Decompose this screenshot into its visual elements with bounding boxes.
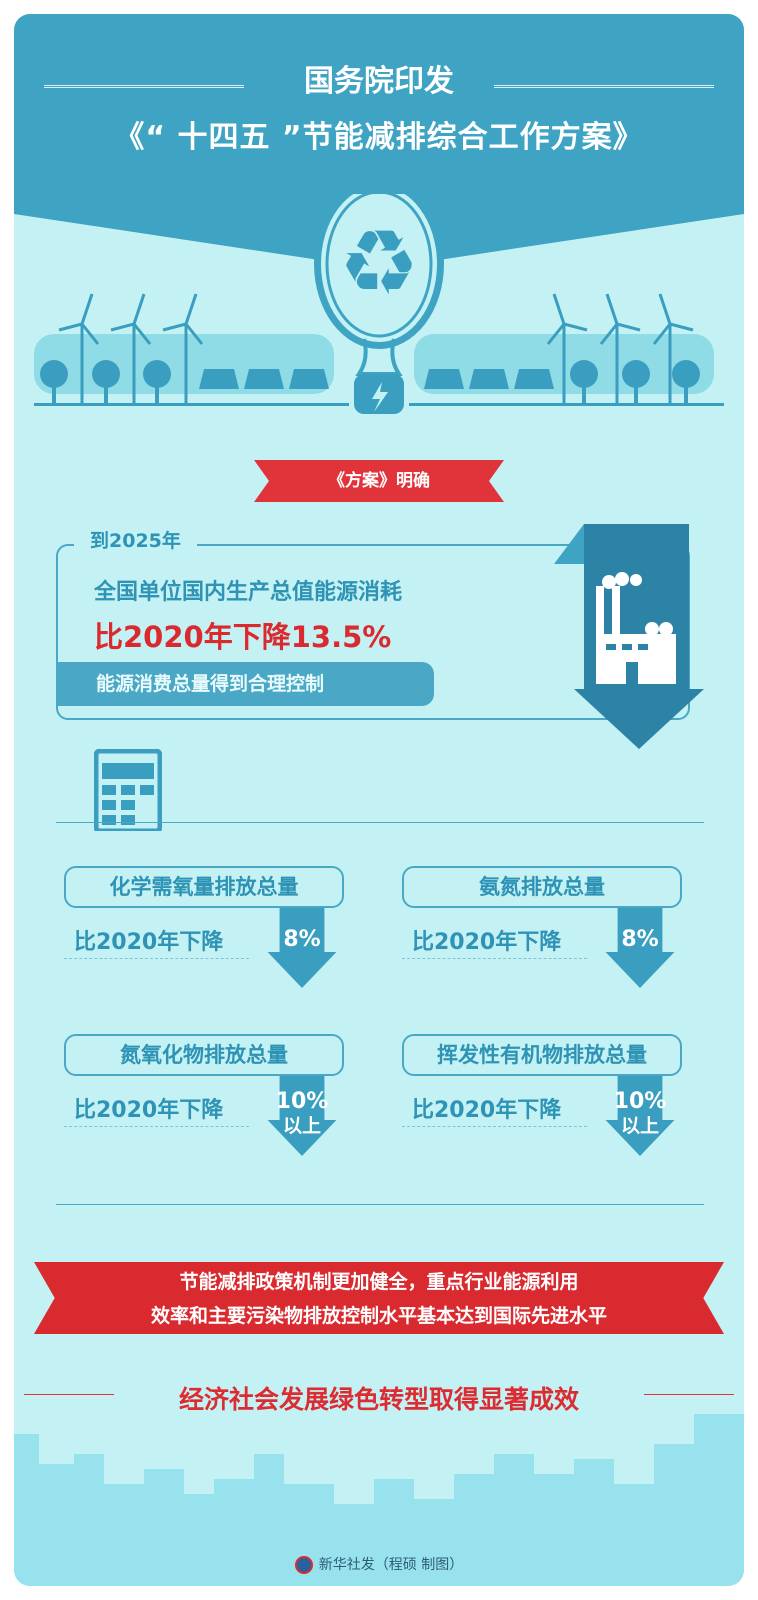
city-skyline	[14, 1414, 744, 1586]
pollutant-value: 8%	[621, 927, 659, 952]
down-arrow-icon	[605, 1076, 675, 1156]
title-line-1: 国务院印发	[304, 64, 454, 99]
pollutant-value: 10%	[275, 1089, 329, 1114]
infographic: 国务院印发 《“ 十四五 ”节能减排综合工作方案》 ♻	[14, 14, 744, 1586]
pollutant-suffix: 以上	[282, 1115, 321, 1137]
dashed-rule	[64, 958, 249, 959]
pollutant-compare: 比2020年下降	[412, 930, 562, 955]
down-arrow-icon	[605, 908, 675, 988]
title-divider-left	[44, 85, 244, 88]
conclusion-ribbon: 节能减排政策机制更加健全，重点行业能源利用 效率和主要污染物排放控制水平基本达到…	[34, 1262, 724, 1334]
pollutant-name: 挥发性有机物排放总量	[402, 1034, 682, 1076]
plan-banner: 《方案》明确	[254, 460, 504, 502]
pollutant-compare: 比2020年下降	[412, 1098, 562, 1123]
xinhua-logo	[294, 1556, 313, 1574]
headline-rule-left	[24, 1394, 114, 1395]
title-divider-right	[494, 85, 714, 88]
title-line-2: 《“ 十四五 ”节能减排综合工作方案》	[114, 120, 644, 155]
conclusion-line-2: 效率和主要污染物排放控制水平基本达到国际先进水平	[150, 1305, 607, 1327]
conclusion-headline: 经济社会发展绿色转型取得显著成效	[178, 1385, 579, 1414]
pollutant-suffix: 以上	[620, 1115, 659, 1137]
down-arrow-icon	[554, 524, 704, 749]
recycle-icon: ♻	[339, 211, 420, 316]
down-arrow-icon	[267, 908, 337, 988]
down-arrow-icon	[267, 1076, 337, 1156]
pollutant-value: 10%	[613, 1089, 667, 1114]
pollutant-card: 氨氮排放总量 比2020年下降 8%	[402, 866, 702, 1026]
pollutant-card: 氮氧化物排放总量 比2020年下降 10% 以上	[64, 1034, 364, 1194]
solar-panel-icon	[199, 369, 554, 389]
pollutant-card: 化学需氧量排放总量 比2020年下降 8%	[64, 866, 364, 1026]
dashed-rule	[402, 1126, 587, 1127]
pollutant-name: 化学需氧量排放总量	[64, 866, 344, 908]
calculator-icon	[94, 749, 162, 831]
target-reduction: 比2020年下降13.5%	[94, 620, 392, 654]
target-subject: 全国单位国内生产总值能源消耗	[94, 580, 403, 605]
green-energy-scene: ♻	[34, 194, 714, 414]
pollutant-card: 挥发性有机物排放总量 比2020年下降 10% 以上	[402, 1034, 702, 1194]
ground-line-right	[409, 403, 724, 406]
pollutant-name: 氨氮排放总量	[402, 866, 682, 908]
pollutant-value: 8%	[283, 927, 321, 952]
ground-line-left	[34, 403, 349, 406]
factory-icon	[596, 572, 676, 684]
credit-text: 新华社发（程硕 制图）	[318, 1557, 464, 1573]
conclusion-line-1: 节能减排政策机制更加健全，重点行业能源利用	[179, 1271, 579, 1293]
dashed-rule	[64, 1126, 249, 1127]
wind-turbine-icon	[58, 293, 694, 404]
target-note: 能源消费总量得到合理控制	[56, 662, 434, 706]
pollutant-name: 氮氧化物排放总量	[64, 1034, 344, 1076]
divider	[56, 1204, 704, 1205]
divider	[56, 822, 704, 823]
dashed-rule	[402, 958, 587, 959]
headline-rule-right	[644, 1394, 734, 1395]
footer-credit: 新华社发（程硕 制图）	[14, 1554, 744, 1574]
tree-icon	[40, 360, 700, 404]
pollutant-compare: 比2020年下降	[74, 930, 224, 955]
target-year: 到2025年	[74, 526, 197, 553]
pollutant-compare: 比2020年下降	[74, 1098, 224, 1123]
